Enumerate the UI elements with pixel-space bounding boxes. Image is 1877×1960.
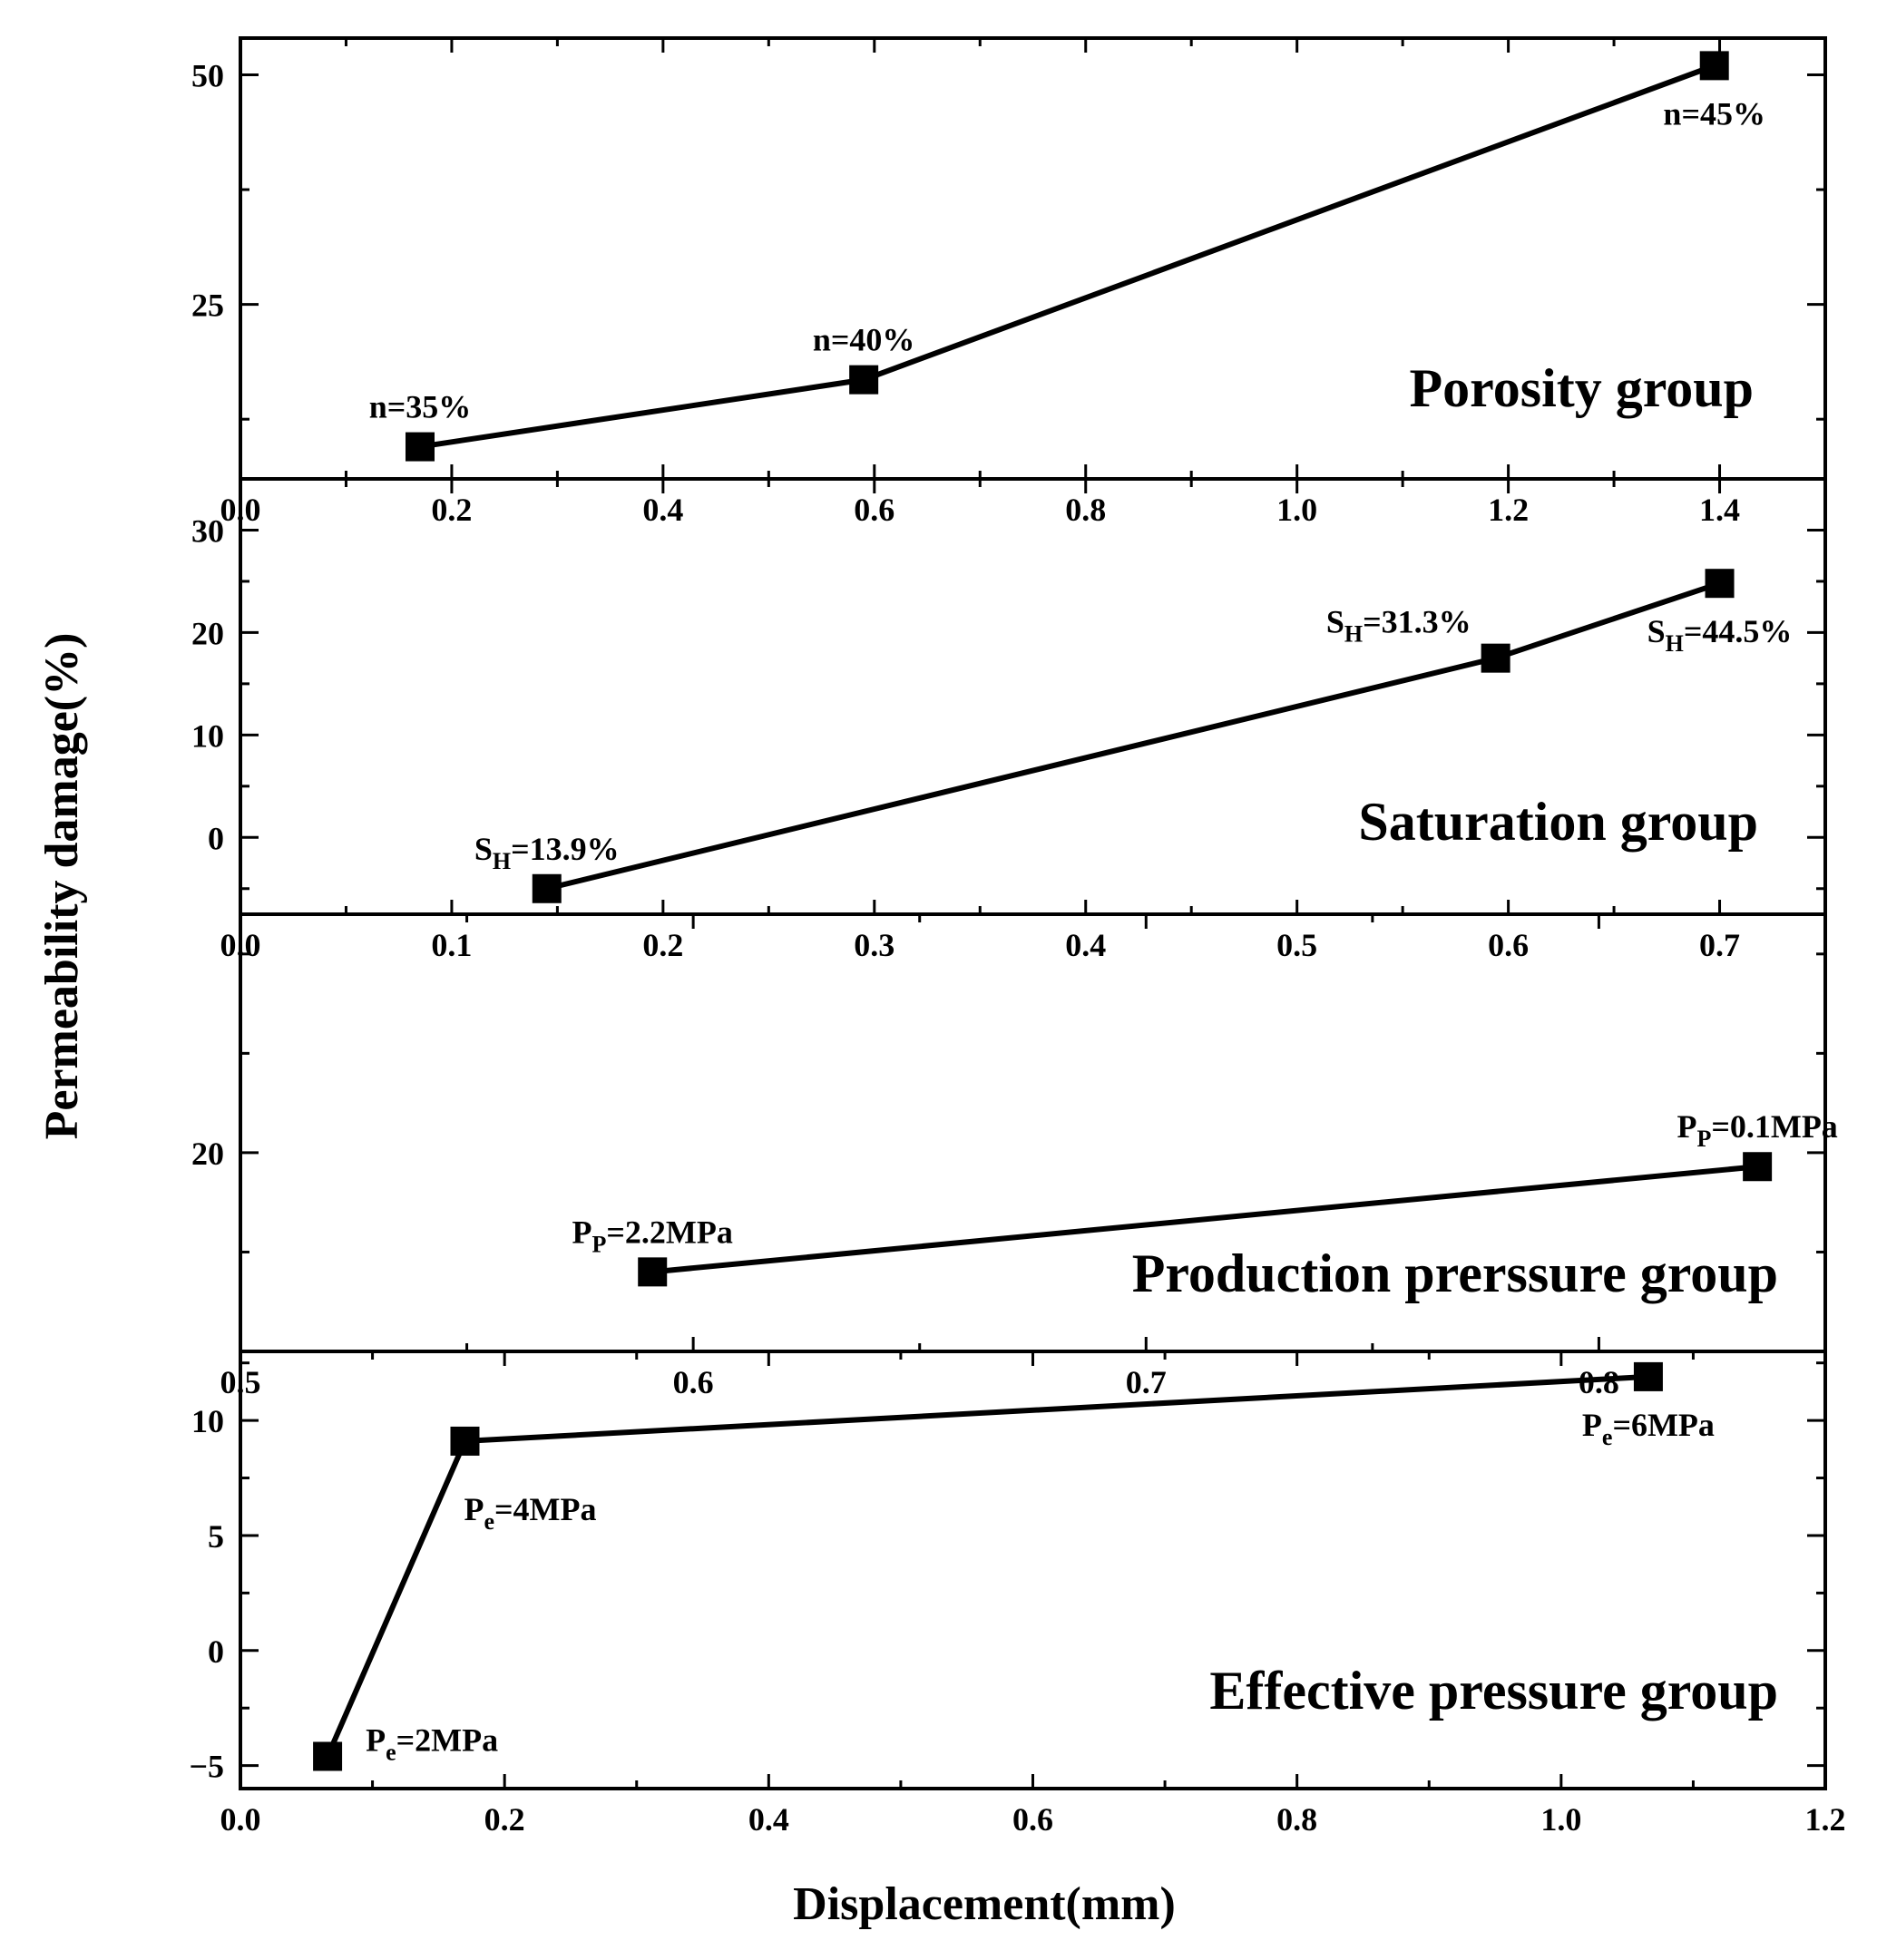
x-tick-label: 0.8	[1276, 1801, 1317, 1838]
x-tick-label: 1.2	[1805, 1801, 1846, 1838]
x-tick-label: 0.2	[431, 492, 472, 528]
data-point-label: Pe=6MPa	[1582, 1407, 1715, 1450]
x-tick-label: 0.4	[642, 492, 683, 528]
x-tick-label: 0.4	[748, 1801, 789, 1838]
data-point-label: n=45%	[1663, 95, 1765, 132]
data-point-marker	[849, 365, 879, 395]
x-tick-label: 1.4	[1699, 492, 1740, 528]
panel-production: 0.5 0.6 0.7 0.820PP=2.2MPaPP=0.1MPaProducti…	[191, 912, 1838, 1400]
panel-porosity: 0.0 0.2 0.4 0.6 0.8 1.0 1.2 1.42550n=35%n=40%n=…	[191, 36, 1827, 528]
data-point-label: PP=2.2MPa	[572, 1214, 733, 1257]
x-tick-label: 0.7	[1126, 1364, 1167, 1400]
x-tick-label: 0.7	[1699, 927, 1740, 963]
group-label: Porosity group	[1410, 358, 1754, 418]
data-point-marker	[1705, 569, 1735, 599]
x-tick-label: 0.3	[854, 927, 895, 963]
data-point-marker	[1743, 1152, 1773, 1182]
y-tick-label: 20	[191, 1136, 224, 1172]
y-tick-label: 10	[191, 1403, 224, 1439]
x-tick-label: 1.0	[1276, 492, 1317, 528]
data-point-marker	[1481, 643, 1510, 673]
y-tick-label: 50	[191, 58, 224, 94]
x-tick-label: 0.6	[673, 1364, 714, 1400]
data-point-label: SH=13.9%	[474, 831, 620, 874]
panel-saturation: 0.0 0.1 0.2 0.3 0.4 0.5 0.6 0.70102030SH=13.9%S…	[191, 477, 1827, 963]
y-tick-label: 20	[191, 615, 224, 651]
x-tick-label: 0.0	[220, 1801, 261, 1838]
data-point-marker	[313, 1741, 343, 1771]
x-tick-label: 0.6	[854, 492, 895, 528]
x-tick-label: 1.0	[1540, 1801, 1581, 1838]
data-point-label: Pe=4MPa	[464, 1491, 596, 1535]
group-label: Saturation group	[1358, 792, 1758, 852]
data-point-label: SH=31.3%	[1326, 604, 1471, 648]
y-tick-label: 30	[191, 512, 224, 549]
data-point-label: PP=0.1MPa	[1677, 1108, 1837, 1152]
data-point-marker	[638, 1257, 668, 1287]
y-tick-label: 25	[191, 288, 224, 324]
x-axis-title: Displacement(mm)	[793, 1878, 1176, 1930]
data-point-marker	[532, 873, 562, 903]
x-tick-label: 0.5	[1276, 927, 1317, 963]
x-tick-label: 0.2	[642, 927, 683, 963]
data-point-marker	[450, 1426, 480, 1456]
x-tick-label: 1.2	[1488, 492, 1529, 528]
y-axis-title: Permeability damage(%)	[36, 633, 88, 1140]
x-tick-label: 0.4	[1065, 927, 1106, 963]
y-tick-label: −5	[189, 1749, 224, 1785]
group-label: Production prerssure group	[1132, 1243, 1778, 1303]
x-tick-label: 0.6	[1488, 927, 1529, 963]
data-point-marker	[405, 432, 435, 462]
y-tick-label: 0	[208, 1633, 224, 1670]
y-tick-label: 10	[191, 717, 224, 754]
y-tick-label: 0	[208, 820, 224, 856]
data-point-marker	[1699, 51, 1729, 81]
panels: 0.0 0.2 0.4 0.6 0.8 1.0 1.2 1.42550n=35%n=40%n=…	[189, 36, 1846, 1838]
y-tick-label: 5	[208, 1518, 224, 1555]
data-point-label: Pe=2MPa	[366, 1721, 498, 1765]
x-tick-label: 0.1	[431, 927, 472, 963]
data-point-marker	[1633, 1361, 1663, 1391]
x-tick-label: 0.2	[484, 1801, 525, 1838]
data-point-label: SH=44.5%	[1647, 613, 1793, 657]
x-tick-label: 0.8	[1065, 492, 1106, 528]
x-tick-label: 0.6	[1012, 1801, 1053, 1838]
group-label: Effective pressure group	[1209, 1661, 1778, 1721]
data-point-label: n=40%	[813, 322, 915, 358]
series-line	[651, 1164, 1758, 1275]
panel-effective: 0.0 0.2 0.4 0.6 0.8 1.0 1.2 −5 0 5 10 Pe=2MPa Pe=4MP…	[189, 1350, 1846, 1838]
data-point-label: n=35%	[369, 389, 472, 425]
